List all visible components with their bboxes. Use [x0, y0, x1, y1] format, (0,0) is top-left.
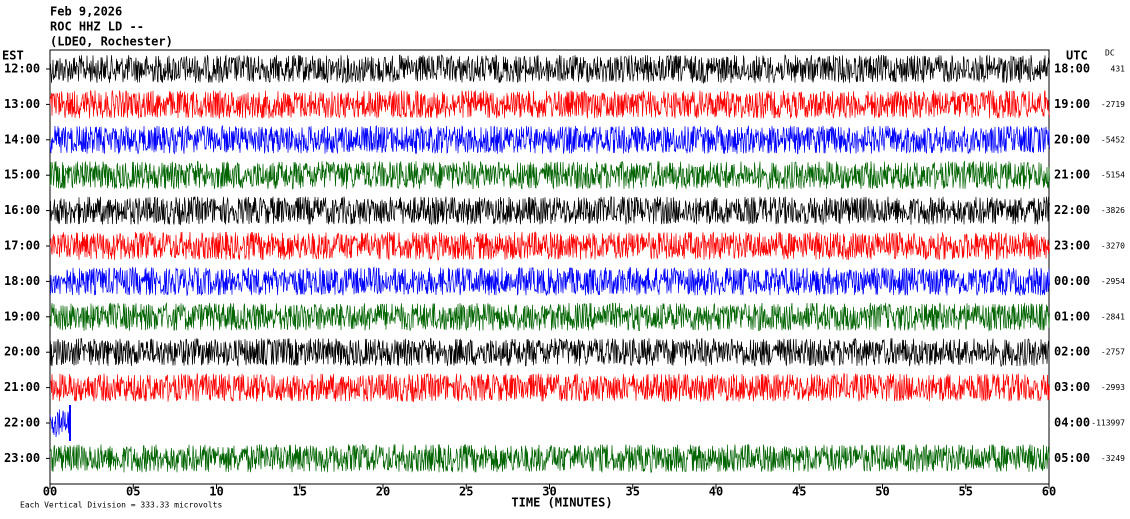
x-tick-label: 50 [875, 485, 889, 499]
x-tick-label: 30 [542, 485, 556, 499]
est-label: 19:00 [4, 309, 40, 323]
est-label: 14:00 [4, 132, 40, 146]
est-label: 16:00 [4, 203, 40, 217]
trace [49, 160, 1050, 190]
x-tick-label: 35 [626, 485, 640, 499]
dc-label: -5154 [1101, 171, 1125, 180]
utc-label: 20:00 [1054, 132, 1090, 146]
x-axis-title: TIME (MINUTES) [511, 496, 612, 510]
utc-label: 05:00 [1054, 451, 1090, 465]
dc-label: -2993 [1101, 383, 1125, 392]
est-label: 15:00 [4, 168, 40, 182]
dc-label: -2719 [1101, 100, 1125, 109]
utc-label: 19:00 [1054, 97, 1090, 111]
trace [49, 443, 1050, 474]
x-tick-label: 05 [126, 485, 140, 499]
x-tick-label: 45 [792, 485, 806, 499]
est-label: 23:00 [4, 451, 40, 465]
utc-label: 18:00 [1054, 62, 1090, 76]
utc-label: 02:00 [1054, 345, 1090, 359]
est-label: 17:00 [4, 239, 40, 253]
x-tick-label: 15 [293, 485, 307, 499]
dc-label: -3826 [1101, 206, 1125, 215]
est-label: 21:00 [4, 380, 40, 394]
trace [49, 195, 1050, 226]
x-tick-label: 25 [459, 485, 473, 499]
traces [49, 54, 1050, 474]
trace [49, 372, 1050, 403]
est-title: EST [2, 49, 24, 63]
utc-title: UTC [1066, 49, 1088, 63]
utc-label: 00:00 [1054, 274, 1090, 288]
est-label: 20:00 [4, 345, 40, 359]
est-label: 22:00 [4, 416, 40, 430]
est-label: 13:00 [4, 97, 40, 111]
scale-note: Each Vertical Division = 333.33 microvol… [20, 501, 222, 510]
title-line: ROC HHZ LD -- [50, 20, 144, 34]
dc-label: -3249 [1101, 454, 1125, 463]
trace [49, 266, 1050, 297]
x-tick-label: 40 [709, 485, 723, 499]
dc-label: -2954 [1101, 277, 1125, 286]
x-tick-label: 55 [959, 485, 973, 499]
dc-label: -113997 [1091, 419, 1125, 428]
dc-title: DC [1105, 49, 1115, 58]
trace [49, 231, 1050, 261]
utc-label: 22:00 [1054, 203, 1090, 217]
est-label: 12:00 [4, 62, 40, 76]
utc-label: 21:00 [1054, 168, 1090, 182]
trace [49, 409, 70, 438]
dc-label: -2757 [1101, 348, 1125, 357]
x-tick-label: 20 [376, 485, 390, 499]
est-label: 18:00 [4, 274, 40, 288]
trace [49, 302, 1050, 332]
trace [49, 337, 1050, 367]
trace [49, 89, 1050, 120]
utc-label: 03:00 [1054, 380, 1090, 394]
title-line: Feb 9,2026 [50, 5, 122, 19]
utc-label: 23:00 [1054, 239, 1090, 253]
dc-label: -5452 [1101, 135, 1125, 144]
x-tick-label: 00 [43, 485, 57, 499]
x-tick-label: 10 [209, 485, 223, 499]
utc-label: 01:00 [1054, 309, 1090, 323]
dc-label: 431 [1111, 65, 1126, 74]
title-line: (LDEO, Rochester) [50, 35, 173, 49]
utc-label: 04:00 [1054, 416, 1090, 430]
dc-label: -3270 [1101, 242, 1125, 251]
x-tick-label: 60 [1042, 485, 1056, 499]
trace [49, 54, 1050, 85]
trace [49, 124, 1050, 155]
dc-label: -2841 [1101, 312, 1125, 321]
